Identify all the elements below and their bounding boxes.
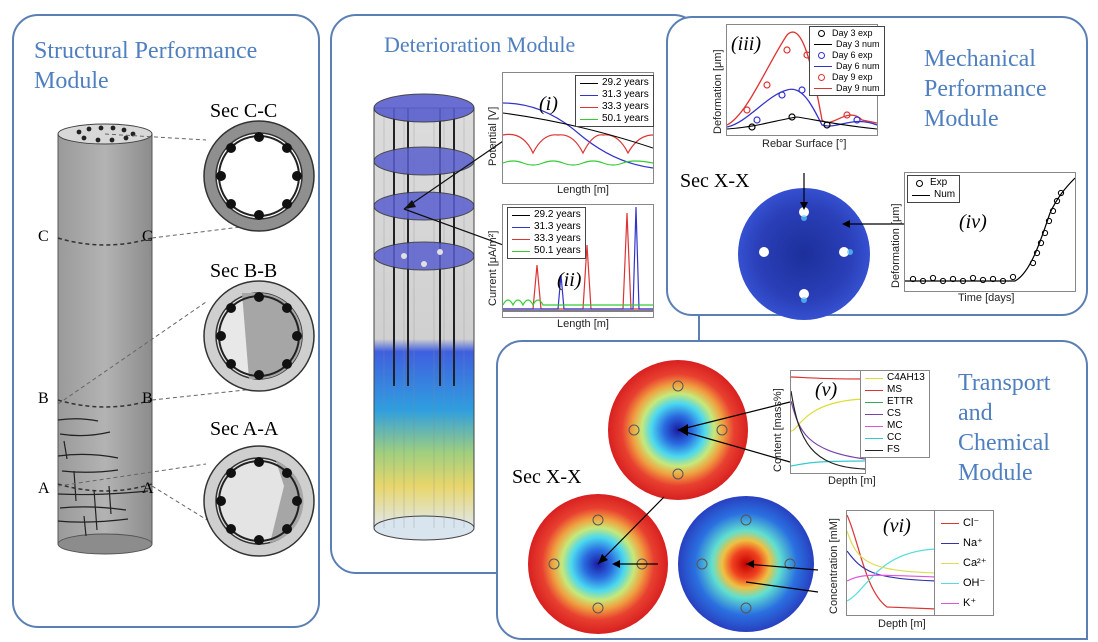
plot-vi-ylabel: Concentration [mM] — [828, 518, 840, 614]
plot-vi-legend: Cl⁻ Na⁺ Ca²⁺ OH⁻ K⁺ — [934, 510, 994, 616]
plot-vi: (vi) — [846, 510, 938, 616]
mark-a-right: A — [142, 480, 154, 497]
structural-module-title: Structural Performance Module — [34, 38, 258, 94]
legend-item: 29.2 years — [580, 77, 649, 89]
plot-ii-xlabel: Length [m] — [557, 318, 609, 330]
plot-i-xlabel: Length [m] — [557, 184, 609, 196]
legend-item: Exp — [912, 177, 955, 189]
transport-module-title: Transport and Chemical Module — [958, 370, 1051, 486]
plot-iv-label: (iv) — [959, 211, 987, 233]
legend-item: Num — [912, 189, 955, 201]
legend-item: Day 6 num — [814, 61, 880, 72]
plot-ii: (ii) 29.2 years 31.3 years 33.3 years 50… — [502, 204, 654, 318]
section-bb-label: Sec B-B — [210, 260, 278, 282]
plot-ii-curves — [503, 206, 653, 312]
plot-iv-curves — [905, 177, 1075, 285]
plot-i-label: (i) — [539, 93, 558, 115]
legend-item: MS — [865, 384, 925, 396]
mark-b-right: B — [142, 390, 153, 407]
deterioration-module-title: Deterioration Module — [384, 32, 576, 57]
mech-section-disc — [738, 188, 870, 320]
plot-i-curves — [503, 102, 653, 169]
plot-iii: (iii) Day 3 exp Day 3 num Day 6 exp Day … — [726, 24, 885, 136]
legend-item: Day 3 num — [814, 39, 880, 50]
legend-item: Na⁺ — [941, 533, 987, 553]
legend-item: 29.2 years — [512, 209, 581, 221]
plot-v-curves — [791, 376, 865, 470]
legend-item: 31.3 years — [580, 89, 649, 101]
legend-item: K⁺ — [941, 593, 987, 613]
plot-v-xlabel: Depth [m] — [828, 475, 876, 487]
legend-item: 33.3 years — [580, 101, 649, 113]
mark-b-left: B — [38, 390, 49, 407]
plot-iii-label: (iii) — [731, 33, 761, 55]
mark-c-right: C — [142, 228, 153, 245]
legend-item: CS — [865, 408, 925, 420]
plot-v-ylabel: Content [mass%] — [772, 388, 784, 472]
legend-item: Ca²⁺ — [941, 553, 987, 573]
mark-a-left: A — [38, 480, 50, 497]
plot-ii-ylabel: Current [μA/m²] — [487, 230, 499, 306]
legend-item: 50.1 years — [512, 245, 581, 257]
mechanical-module-panel: Mechanical Performance Module (iii) Day … — [666, 16, 1088, 320]
legend-item: C4AH13 — [865, 372, 925, 384]
transport-section-label: Sec X-X — [512, 466, 582, 488]
plot-ii-legend: 29.2 years 31.3 years 33.3 years 50.1 ye… — [507, 207, 586, 259]
plot-iii-legend: Day 3 exp Day 3 num Day 6 exp Day 6 num … — [809, 26, 885, 96]
plot-v-legend: C4AH13 MS ETTR CS MC CC FS — [860, 370, 930, 458]
legend-item: Cl⁻ — [941, 513, 987, 533]
legend-item: MC — [865, 420, 925, 432]
legend-item: CC — [865, 432, 925, 444]
structural-module-panel: Structural Performance Module — [12, 14, 320, 628]
plot-iv-ylabel: Deformation [μm] — [890, 203, 902, 288]
deterioration-module-panel: Deterioration Module — [330, 14, 700, 574]
mark-c-left: C — [38, 228, 49, 245]
legend-item: ETTR — [865, 396, 925, 408]
plot-ii-label: (ii) — [557, 269, 582, 291]
legend-item: 33.3 years — [512, 233, 581, 245]
plot-iii-xlabel: Rebar Surface [°] — [762, 138, 847, 150]
plot-v-label: (v) — [815, 379, 838, 401]
plot-iii-curves — [727, 31, 877, 131]
plot-i: (i) 29.2 years 31.3 years 33.3 years 50.… — [502, 72, 654, 184]
legend-item: Day 9 num — [814, 83, 880, 94]
legend-item: OH⁻ — [941, 573, 987, 593]
plot-v: (v) — [790, 370, 866, 474]
mechanical-module-title: Mechanical Performance Module — [924, 46, 1047, 132]
plot-iv-xlabel: Time [days] — [958, 292, 1015, 304]
legend-item: Day 3 exp — [814, 28, 880, 39]
mech-section-label: Sec X-X — [680, 170, 750, 192]
legend-item: 31.3 years — [512, 221, 581, 233]
plot-vi-curves — [847, 514, 937, 610]
section-cc-label: Sec C-C — [210, 100, 278, 122]
plot-vi-xlabel: Depth [m] — [878, 618, 926, 630]
section-aa-label: Sec A-A — [210, 418, 279, 440]
legend-item: FS — [865, 444, 925, 456]
plot-i-ylabel: Potential [V] — [487, 106, 499, 166]
legend-item: Day 9 exp — [814, 72, 880, 83]
plot-iv-legend: Exp Num — [907, 175, 961, 203]
legend-item: 50.1 years — [580, 113, 649, 125]
transport-discs — [528, 360, 819, 634]
legend-item: Day 6 exp — [814, 50, 880, 61]
plot-i-legend: 29.2 years 31.3 years 33.3 years 50.1 ye… — [575, 75, 654, 127]
pile-model-drawing — [373, 93, 529, 541]
plot-iv: (iv) Exp Num — [904, 172, 1076, 292]
plot-vi-label: (vi) — [883, 515, 911, 537]
transport-module-panel: Transport and Chemical Module Sec X-X — [496, 340, 1088, 640]
column-drawing — [57, 120, 315, 557]
mech-arrows — [800, 173, 904, 228]
